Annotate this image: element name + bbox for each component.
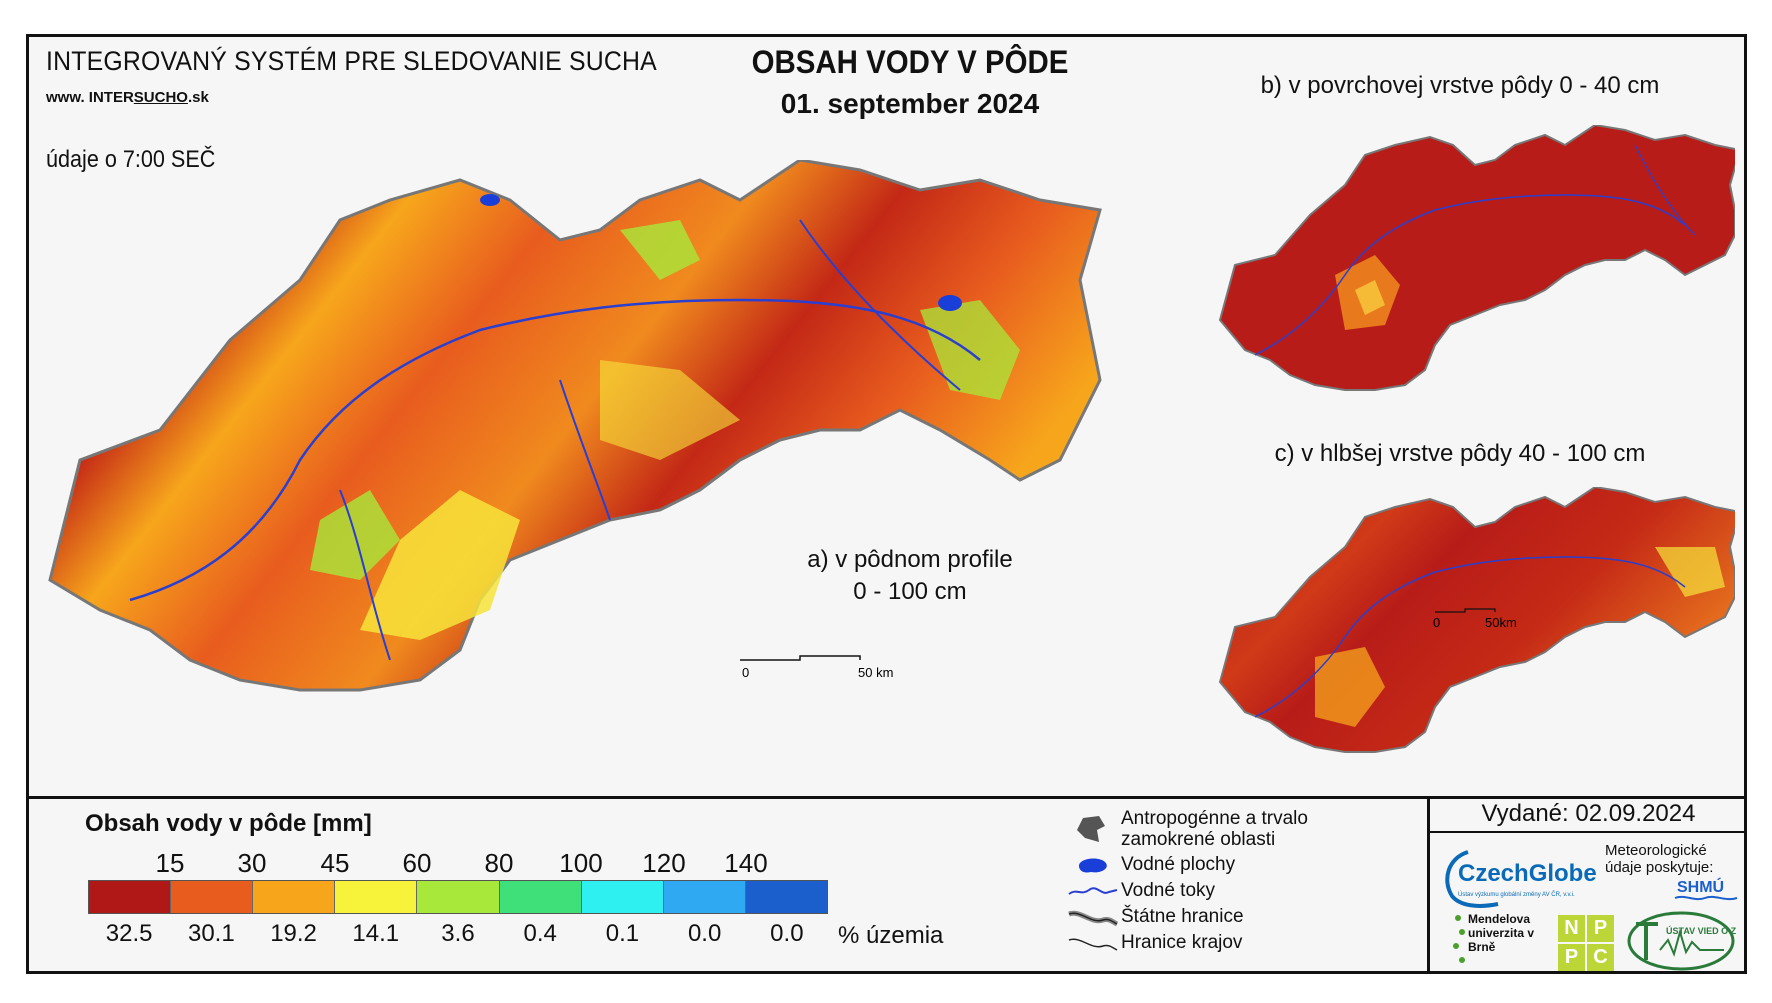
meteo-credit-text: Meteorologické údaje poskytuje: xyxy=(1605,842,1714,876)
svg-text:ÚSTAV VIED O ZEMI: ÚSTAV VIED O ZEMI xyxy=(1666,925,1736,936)
map-a-soil-profile: 0 50 km xyxy=(48,160,1102,692)
threshold-label: 140 xyxy=(724,848,768,878)
legend-swatch xyxy=(171,881,254,913)
legend-percentages: 32.5 30.1 19.2 14.1 3.6 0.4 0.1 0.0 0.0 xyxy=(88,920,828,950)
issued-divider xyxy=(1427,831,1747,833)
page-title: OBSAH VODY V PÔDE xyxy=(751,44,1069,80)
percentage-value: 14.1 xyxy=(352,920,400,947)
czechglobe-arc-icon xyxy=(1445,850,1499,908)
shmu-logo: SHMÚ xyxy=(1674,877,1738,901)
symbol-state-border: Štátne hranice xyxy=(1065,906,1385,928)
legend-swatch xyxy=(89,881,172,913)
legend-thresholds: 15 30 45 60 80 100 120 140 xyxy=(88,848,828,878)
threshold-label: 80 xyxy=(484,848,514,878)
water-body-icon xyxy=(1079,858,1107,873)
legend-title: Obsah vody v pôde [mm] xyxy=(85,810,372,837)
legend-swatch xyxy=(663,881,746,913)
scale-small-start: 0 xyxy=(1433,615,1440,630)
map-a-label-line1: a) v pôdnom profile xyxy=(807,546,1013,573)
legend-swatch xyxy=(581,881,664,913)
percentage-value: 30.1 xyxy=(187,920,235,947)
map-c-deep-layer: 0 50km xyxy=(1218,487,1735,753)
website-link[interactable]: www. INTERSUCHO.sk xyxy=(46,89,209,106)
scale-bar-small xyxy=(1435,608,1496,613)
legend-swatch xyxy=(335,881,418,913)
time-note: údaje o 7:00 SEČ xyxy=(46,146,216,173)
url-mid: SUCHO xyxy=(133,89,188,106)
percentage-value: 0.1 xyxy=(605,920,640,947)
stream-icon xyxy=(1068,887,1118,895)
map-c-label: c) v hlbšej vrstve pôdy 40 - 100 cm xyxy=(1274,440,1646,467)
map-b-surface-layer xyxy=(1218,125,1735,391)
scale-small-end: 50km xyxy=(1485,615,1517,630)
mendel-logo: Mendelova univerzita v Brně xyxy=(1453,912,1558,963)
legend-swatch xyxy=(253,881,336,913)
czechglobe-logo: CzechGlobe Ústav výzkumu globální změny … xyxy=(1438,840,1600,910)
symbol-legend: Antropogénne a trvalo zamokrené oblasti … xyxy=(1065,808,1385,958)
map-a-label-line2: 0 - 100 cm xyxy=(853,578,967,605)
state-border-icon xyxy=(1068,910,1119,927)
percentage-value: 32.5 xyxy=(105,920,153,947)
scale-main-start: 0 xyxy=(742,665,749,680)
legend-divider xyxy=(26,796,1747,799)
uvz-logo: ÚSTAV VIED O ZEMI xyxy=(1627,911,1736,971)
system-title: INTEGROVANÝ SYSTÉM PRE SLEDOVANIE SUCHA xyxy=(46,46,657,76)
symbol-anthropogenic: Antropogénne a trvalo zamokrené oblasti xyxy=(1065,808,1385,850)
credits-divider xyxy=(1427,796,1430,974)
mendel-dots-icon xyxy=(1453,915,1465,963)
legend-color-bar xyxy=(88,880,828,914)
percentage-value: 0.4 xyxy=(523,920,557,947)
percentage-value: 3.6 xyxy=(441,920,475,947)
meteo-credit: Meteorologické údaje poskytuje: SHMÚ xyxy=(1605,842,1745,901)
threshold-label: 100 xyxy=(559,848,603,878)
scale-bar-main xyxy=(740,655,861,661)
url-suffix: .sk xyxy=(187,89,209,106)
threshold-label: 30 xyxy=(237,848,267,878)
symbol-region-border: Hranice krajov xyxy=(1065,932,1385,954)
threshold-label: 45 xyxy=(320,848,350,878)
legend-swatch xyxy=(417,881,500,913)
npc-logo: N P P C xyxy=(1558,915,1614,971)
symbol-water-bodies: Vodné plochy xyxy=(1065,854,1385,876)
legend-swatch xyxy=(745,881,827,913)
threshold-label: 15 xyxy=(155,848,185,878)
url-prefix: www. INTER xyxy=(46,89,134,106)
svg-text:SHMÚ: SHMÚ xyxy=(1677,877,1724,896)
issued-date: Vydané: 02.09.2024 xyxy=(1481,800,1696,827)
threshold-label: 120 xyxy=(642,848,686,878)
scale-main-end: 50 km xyxy=(858,665,893,680)
threshold-label: 60 xyxy=(402,848,432,878)
page-date: 01. september 2024 xyxy=(780,88,1040,119)
anthropogenic-area-icon xyxy=(1077,816,1105,842)
percentage-value: 0.0 xyxy=(687,920,722,947)
legend-swatch xyxy=(499,881,582,913)
percentage-value: 19.2 xyxy=(270,920,317,947)
map-b-label: b) v povrchovej vrstve pôdy 0 - 40 cm xyxy=(1260,72,1660,99)
region-border-icon xyxy=(1068,938,1118,951)
symbol-streams: Vodné toky xyxy=(1065,880,1385,902)
percentage-unit: % územia xyxy=(838,922,944,949)
percentage-value: 0.0 xyxy=(770,920,804,947)
